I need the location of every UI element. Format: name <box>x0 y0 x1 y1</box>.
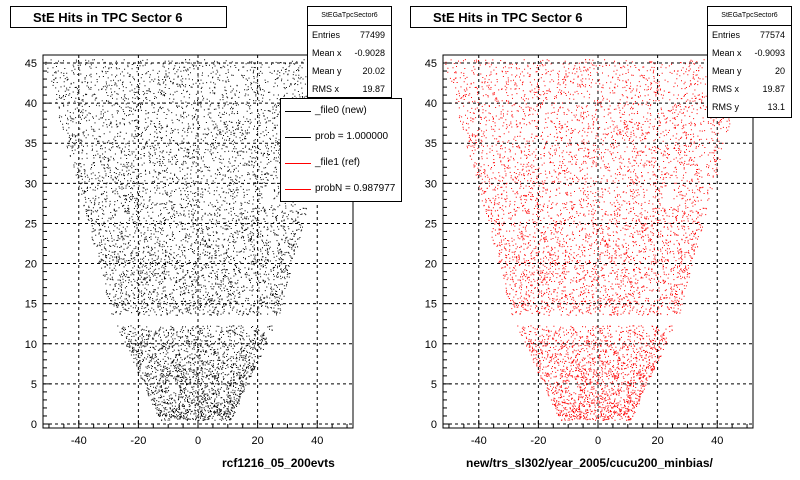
legend-label: _file0 (new) <box>315 105 367 116</box>
stats-row: Mean x -0.9093 <box>708 44 791 62</box>
y-tick-label: 30 <box>425 178 437 190</box>
stats-name: StEGaTpcSector6 <box>708 7 791 26</box>
left-x-axis-title: rcf1216_05_200evts <box>222 456 335 470</box>
y-tick-label: 5 <box>31 379 37 391</box>
left-plot-title: StE Hits in TPC Sector 6 <box>10 6 227 28</box>
stats-value: 13.1 <box>767 102 785 112</box>
stats-value: -0.9028 <box>354 48 385 58</box>
stats-label: RMS x <box>712 84 739 94</box>
y-tick-label: 5 <box>431 379 437 391</box>
stats-value: 19.87 <box>362 84 385 94</box>
stats-row: Entries 77574 <box>708 26 791 44</box>
stats-row: Entries 77499 <box>308 26 391 44</box>
x-tick-label: 20 <box>651 435 663 447</box>
left-stats-box: StEGaTpcSector6 Entries 77499 Mean x -0.90… <box>307 6 392 98</box>
x-tick-label: 0 <box>595 435 601 447</box>
legend-label: probN = 0.987977 <box>315 183 396 194</box>
right-plot-title: StE Hits in TPC Sector 6 <box>410 6 627 28</box>
x-tick-label: -40 <box>71 435 87 447</box>
legend: _file0 (new) prob = 1.000000 _file1 (ref… <box>280 98 402 202</box>
legend-entry: _file0 (new) <box>281 99 401 125</box>
legend-swatch <box>285 189 311 190</box>
y-tick-label: 15 <box>425 299 437 311</box>
y-tick-label: 0 <box>31 419 37 431</box>
x-tick-label: 40 <box>711 435 723 447</box>
right-x-axis-title: new/trs_sl302/year_2005/cucu200_minbias/ <box>466 456 713 470</box>
legend-swatch <box>285 111 311 112</box>
stats-name: StEGaTpcSector6 <box>308 7 391 26</box>
legend-swatch <box>285 163 311 164</box>
x-tick-label: 0 <box>195 435 201 447</box>
y-tick-label: 35 <box>425 138 437 150</box>
y-tick-label: 10 <box>425 339 437 351</box>
legend-entry: prob = 1.000000 <box>281 125 401 151</box>
stats-label: Entries <box>712 30 741 40</box>
stats-row: Mean y 20.02 <box>308 62 391 80</box>
x-tick-label: 20 <box>251 435 263 447</box>
stats-row: RMS x 19.87 <box>308 80 391 98</box>
y-tick-label: 25 <box>425 218 437 230</box>
x-tick-label: 40 <box>311 435 323 447</box>
stats-row: RMS x 19.87 <box>708 80 791 98</box>
stats-value: 19.87 <box>762 84 785 94</box>
stats-value: 77574 <box>759 30 785 40</box>
x-tick-label: -20 <box>530 435 546 447</box>
stats-value: -0.9093 <box>754 48 785 58</box>
stats-value: 20.02 <box>362 66 385 76</box>
y-tick-label: 0 <box>431 419 437 431</box>
stats-label: RMS y <box>712 102 739 112</box>
right-plot: -40 -20 0 20 40 0 5 10 15 20 25 30 35 40 45 <box>425 54 754 447</box>
y-tick-label: 35 <box>25 138 37 150</box>
right-stats-box: StEGaTpcSector6 Entries 77574 Mean x -0.90… <box>707 6 792 118</box>
y-tick-label: 25 <box>25 218 37 230</box>
stats-row: Mean x -0.9028 <box>308 44 391 62</box>
stats-label: Entries <box>312 30 341 40</box>
y-tick-label: 45 <box>425 58 437 70</box>
stats-label: RMS x <box>312 84 339 94</box>
stats-value: 77499 <box>359 30 385 40</box>
legend-label: prob = 1.000000 <box>315 131 389 142</box>
x-tick-label: -40 <box>471 435 487 447</box>
y-tick-label: 10 <box>25 339 37 351</box>
stats-row: RMS y 13.1 <box>708 98 791 116</box>
y-tick-label: 40 <box>425 98 437 110</box>
stats-label: Mean y <box>312 66 342 76</box>
legend-label: _file1 (ref) <box>315 157 361 168</box>
y-tick-label: 30 <box>25 178 37 190</box>
stats-label: Mean y <box>712 66 742 76</box>
legend-entry: probN = 0.987977 <box>281 177 401 201</box>
y-tick-label: 20 <box>25 259 37 271</box>
y-tick-label: 45 <box>25 58 37 70</box>
x-tick-label: -20 <box>130 435 146 447</box>
stats-row: Mean y 20 <box>708 62 791 80</box>
y-tick-label: 15 <box>25 299 37 311</box>
stats-value: 20 <box>774 66 785 76</box>
stats-label: Mean x <box>712 48 742 58</box>
stats-label: Mean x <box>312 48 342 58</box>
legend-swatch <box>285 137 311 138</box>
y-tick-label: 40 <box>25 98 37 110</box>
legend-entry: _file1 (ref) <box>281 151 401 177</box>
y-tick-label: 20 <box>425 259 437 271</box>
